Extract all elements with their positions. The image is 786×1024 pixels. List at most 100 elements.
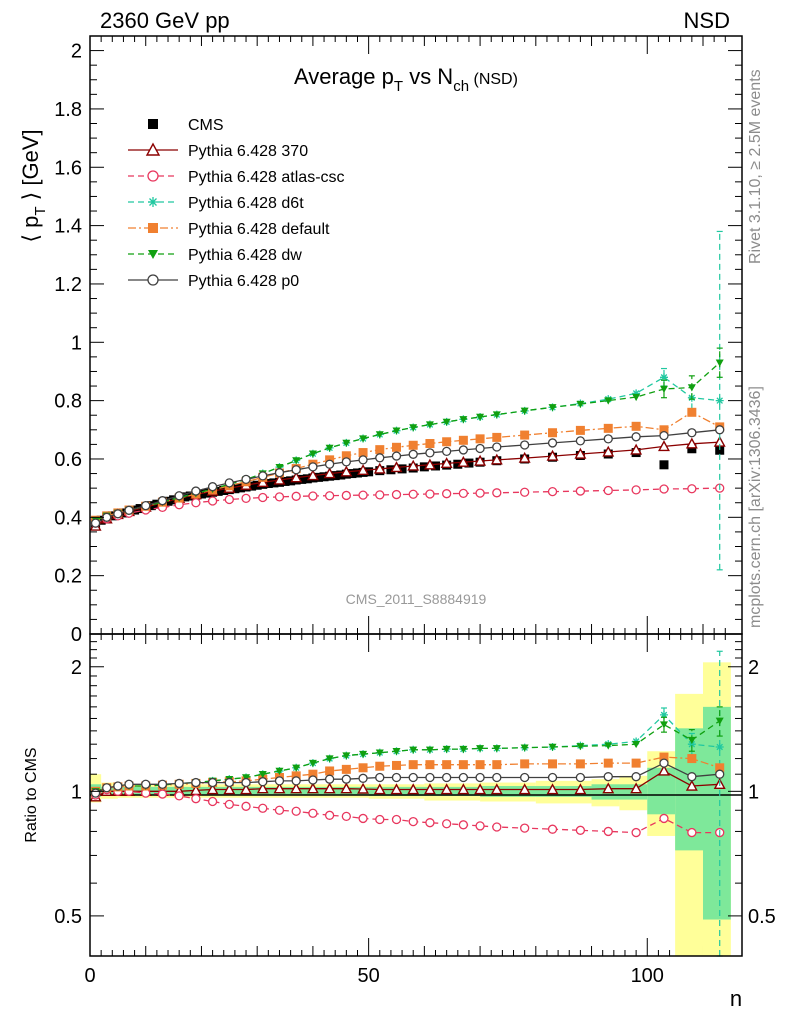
- data-point: [341, 457, 351, 467]
- data-point: [459, 745, 468, 754]
- data-point: [357, 782, 370, 794]
- data-point: [659, 813, 669, 824]
- data-point: [631, 485, 641, 495]
- data-point: [391, 489, 402, 500]
- data-point: [687, 407, 697, 417]
- data-point: [518, 451, 531, 463]
- data-point: [207, 482, 218, 492]
- data-point: [191, 486, 201, 496]
- data-point: [631, 758, 641, 768]
- data-point: [659, 752, 669, 762]
- data-point: [325, 444, 334, 452]
- data-point: [575, 825, 586, 835]
- data-point: [632, 393, 641, 402]
- data-point: [409, 424, 418, 432]
- data-point: [425, 772, 435, 783]
- data-point: [547, 438, 558, 448]
- data-point: [520, 744, 529, 752]
- data-point: [603, 423, 613, 433]
- data-point: [715, 425, 725, 435]
- data-point: [247, 481, 257, 491]
- legend-entry: Pythia 6.428 d6t: [128, 195, 304, 212]
- data-point: [603, 826, 613, 837]
- legend-entry: Pythia 6.428 p0: [128, 273, 299, 290]
- data-point: [375, 749, 384, 757]
- data-point: [546, 449, 559, 461]
- uncertainty-band-bin: [702, 706, 731, 920]
- data-point: [492, 822, 502, 832]
- data-point: [292, 764, 301, 772]
- data-point: [240, 783, 253, 795]
- data-point: [687, 736, 696, 745]
- data-point: [425, 448, 435, 458]
- data-point: [658, 764, 670, 776]
- data-point: [341, 490, 351, 501]
- data-point: [490, 783, 503, 795]
- data-point: [492, 488, 502, 498]
- data-point: [391, 760, 401, 770]
- y-tick-label: 0: [71, 624, 82, 646]
- data-point: [576, 400, 585, 409]
- data-point: [490, 453, 503, 465]
- data-point: [685, 779, 698, 791]
- legend-marker: [148, 197, 158, 207]
- ratio-y-tick-label-right: 0.5: [748, 906, 776, 928]
- data-point: [341, 811, 351, 822]
- data-point: [458, 435, 468, 445]
- data-point: [520, 430, 530, 440]
- data-point: [124, 505, 134, 515]
- data-point: [174, 491, 184, 501]
- data-point: [457, 783, 470, 795]
- data-point: [325, 755, 334, 763]
- data-point: [630, 782, 643, 794]
- x-tick-label: 100: [631, 965, 664, 987]
- data-point: [574, 447, 587, 459]
- data-point: [475, 821, 485, 831]
- data-point: [475, 760, 485, 770]
- data-point: [604, 397, 613, 405]
- data-point: [659, 710, 668, 719]
- data-point: [375, 761, 385, 771]
- data-point: [359, 435, 368, 443]
- data-point: [341, 774, 351, 784]
- ratio-panel-bands: [90, 662, 731, 956]
- data-point: [391, 814, 402, 825]
- data-point: [308, 450, 317, 458]
- uncertainty-band-bin: [480, 786, 592, 797]
- data-point: [273, 782, 286, 794]
- data-point: [258, 471, 268, 481]
- data-point: [258, 803, 268, 813]
- data-point: [658, 440, 670, 452]
- data-point: [575, 425, 585, 435]
- data-point: [575, 772, 586, 783]
- data-point: [258, 492, 268, 503]
- data-point: [375, 814, 385, 825]
- data-point: [457, 455, 470, 467]
- data-point: [440, 783, 453, 795]
- data-point: [604, 742, 613, 750]
- data-point: [492, 772, 502, 783]
- data-point: [207, 777, 218, 788]
- data-point: [425, 760, 435, 770]
- data-point: [453, 459, 463, 469]
- data-point: [441, 446, 452, 457]
- series-line: [95, 788, 720, 834]
- data-point: [659, 373, 668, 382]
- data-point: [632, 740, 641, 749]
- data-point: [223, 783, 236, 795]
- data-point: [230, 484, 240, 494]
- data-point: [235, 483, 245, 493]
- data-point: [687, 428, 697, 438]
- legend-marker: [145, 142, 161, 156]
- legend-label: Pythia 6.428 default: [188, 221, 330, 238]
- data-point: [474, 454, 487, 466]
- data-point: [207, 796, 218, 807]
- data-point: [548, 428, 558, 438]
- data-point: [492, 411, 501, 419]
- series-pythia-6-428-atlas-csc: [90, 784, 725, 838]
- data-point: [474, 783, 487, 795]
- main-panel-axes: 0 0.2 0.4 0.6 0.8 1 1.2 1.4 1.6 1.8 2: [54, 36, 742, 956]
- data-point: [407, 783, 420, 795]
- series-line: [95, 770, 720, 798]
- data-point: [715, 769, 725, 779]
